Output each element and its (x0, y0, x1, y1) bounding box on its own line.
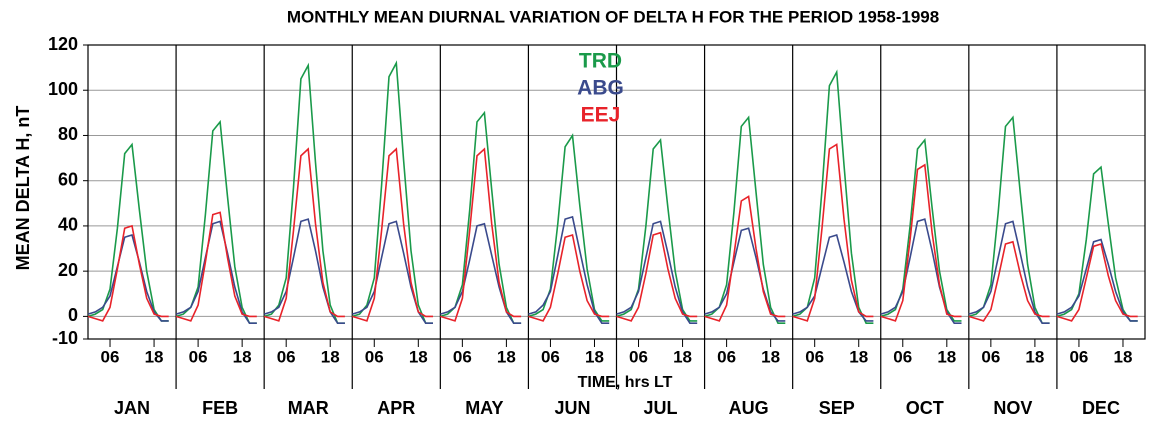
series-line (440, 222, 522, 324)
x-tick-label: 06 (629, 347, 648, 366)
month-label: MAY (465, 398, 503, 418)
month-label: JUL (644, 398, 678, 418)
x-tick-label: 06 (805, 347, 824, 366)
y-tick-label: 100 (48, 79, 78, 99)
series-line (704, 115, 786, 324)
y-tick-label: 20 (58, 260, 78, 280)
x-tick-label: 06 (893, 347, 912, 366)
series-line (968, 240, 1050, 322)
series-line (263, 147, 345, 322)
y-tick-label: 80 (58, 124, 78, 144)
month-label: AUG (729, 398, 769, 418)
series-line (87, 142, 169, 322)
y-tick-label: 40 (58, 215, 78, 235)
month-label: SEP (819, 398, 855, 418)
series-line (792, 143, 874, 322)
month-label: JAN (114, 398, 150, 418)
series-line (352, 147, 433, 322)
x-tick-label: 18 (585, 347, 604, 366)
series-line (616, 220, 698, 324)
series-line (87, 233, 169, 322)
series-line (968, 220, 1050, 324)
x-tick-label: 18 (761, 347, 780, 366)
y-tick-label: 60 (58, 169, 78, 189)
series-line (528, 233, 610, 322)
series-line (880, 163, 962, 322)
x-tick-label: 18 (673, 347, 692, 366)
y-axis-label: MEAN DELTA H, nT (13, 106, 33, 271)
month-label: NOV (993, 398, 1032, 418)
series-line (263, 62, 345, 324)
x-tick-label: 18 (233, 347, 252, 366)
y-tick-label: 0 (68, 305, 78, 325)
x-tick-label: 06 (1069, 347, 1088, 366)
series-line (704, 227, 786, 322)
series-line (1056, 165, 1138, 322)
x-tick-label: 06 (981, 347, 1000, 366)
series-line (704, 195, 786, 322)
x-tick-label: 06 (541, 347, 560, 366)
series-line (263, 218, 345, 324)
series-line (968, 115, 1050, 324)
y-tick-label: -10 (52, 328, 78, 348)
x-tick-label: 06 (101, 347, 120, 366)
series-line (792, 69, 874, 324)
x-tick-label: 06 (277, 347, 296, 366)
x-tick-label: 18 (145, 347, 164, 366)
series-line (1056, 238, 1138, 322)
series-line (440, 110, 522, 324)
series-line (175, 211, 257, 322)
x-tick-label: 18 (937, 347, 956, 366)
x-tick-label: 06 (717, 347, 736, 366)
x-axis-label: TIME, hrs LT (578, 374, 673, 391)
series-line (1056, 242, 1138, 322)
month-label: APR (377, 398, 415, 418)
legend-entry: EEJ (581, 104, 621, 127)
series-line (528, 133, 610, 322)
legend-entry: ABG (577, 77, 624, 100)
series-line (87, 224, 169, 322)
x-tick-label: 18 (321, 347, 340, 366)
x-tick-label: 06 (189, 347, 208, 366)
chart-title: MONTHLY MEAN DIURNAL VARIATION OF DELTA … (287, 7, 939, 26)
x-tick-label: 18 (1114, 347, 1133, 366)
y-tick-label: 120 (48, 34, 78, 54)
month-label: MAR (288, 398, 329, 418)
legend-entry: TRD (579, 50, 622, 73)
x-tick-label: 06 (453, 347, 472, 366)
month-label: JUN (554, 398, 590, 418)
series-line (528, 215, 610, 324)
series-line (440, 147, 522, 322)
series-line (175, 220, 257, 324)
x-tick-label: 06 (365, 347, 384, 366)
month-label: DEC (1082, 398, 1120, 418)
x-tick-label: 18 (849, 347, 868, 366)
series-line (352, 60, 433, 324)
series-line (880, 138, 962, 322)
month-label: OCT (906, 398, 944, 418)
series-line (352, 220, 433, 324)
x-tick-label: 18 (497, 347, 516, 366)
x-tick-label: 18 (409, 347, 428, 366)
series-line (792, 233, 874, 322)
series-line (616, 138, 698, 322)
series-line (616, 231, 698, 322)
month-label: FEB (202, 398, 238, 418)
x-tick-label: 18 (1025, 347, 1044, 366)
